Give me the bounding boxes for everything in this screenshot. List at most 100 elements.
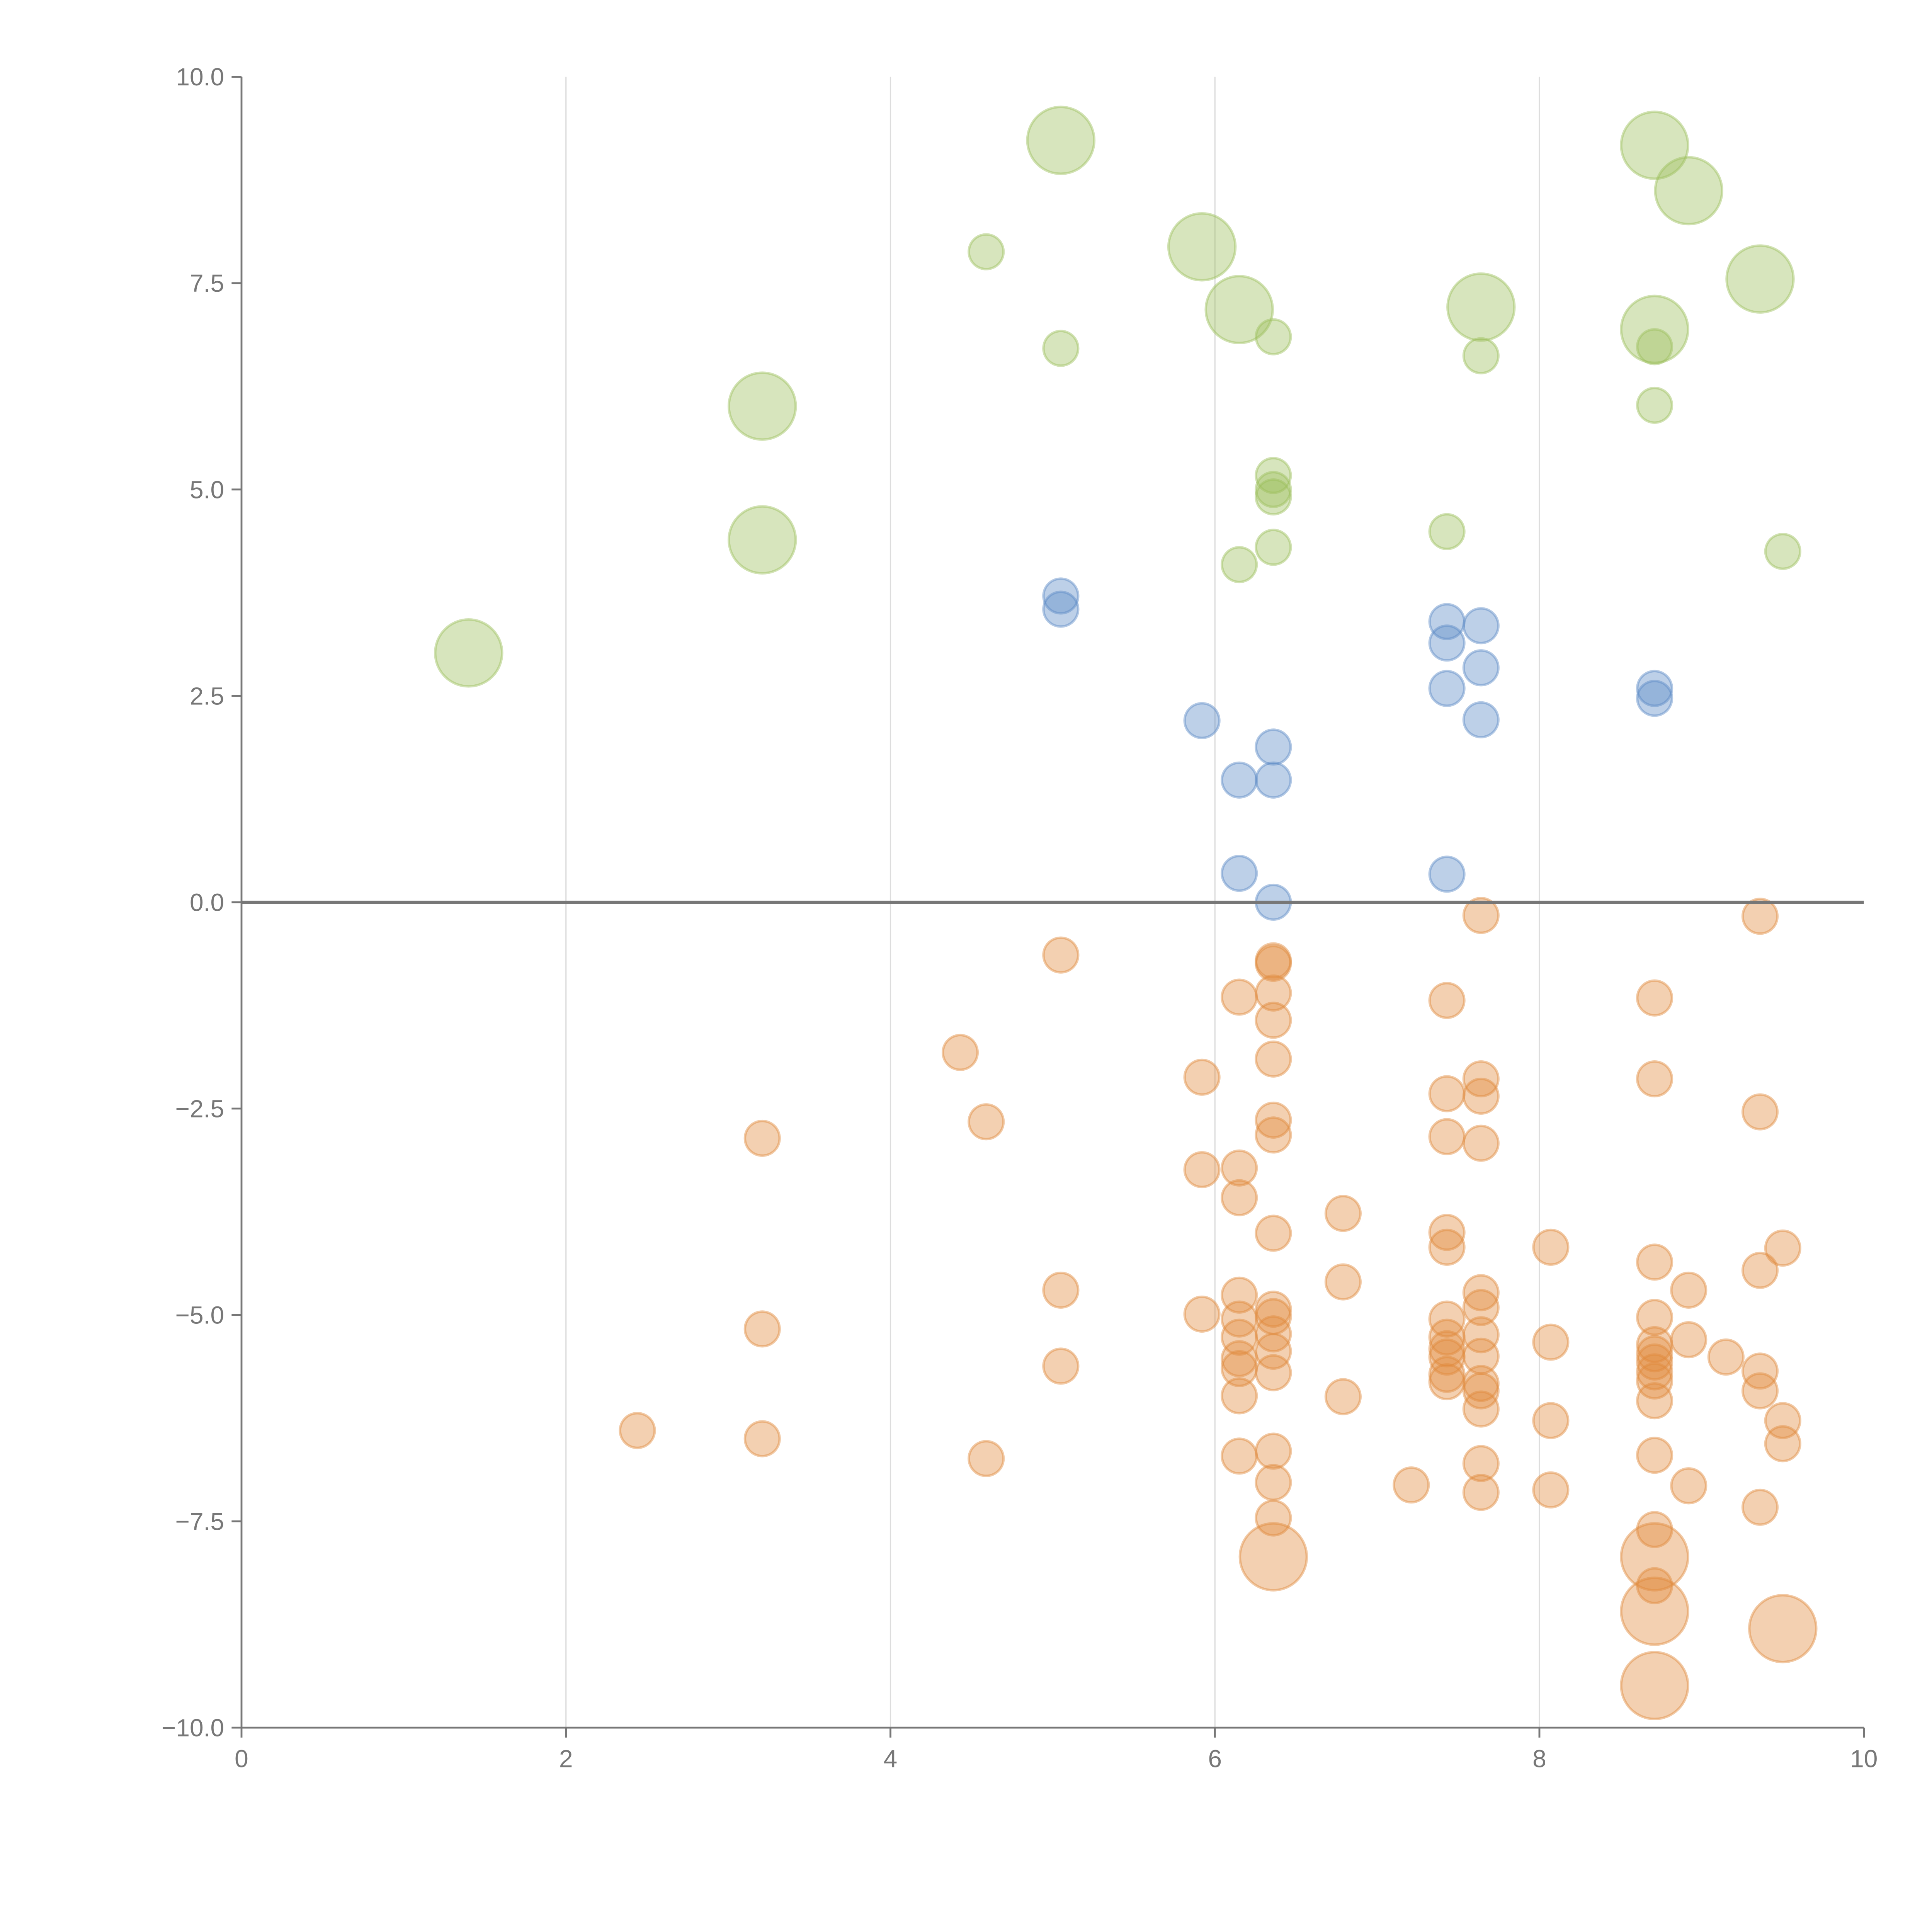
- data-point-orange: [1428, 1355, 1466, 1393]
- data-point-orange: [743, 1119, 781, 1157]
- data-point-orange: [1532, 1228, 1570, 1266]
- y-ticks: 10.0 7.5 5.0 2.5 0.0 −2.5 −5.0 −7.5 −10.0: [162, 63, 242, 1742]
- data-point-orange: [1620, 1522, 1689, 1592]
- data-point-orange: [1462, 1077, 1500, 1115]
- data-points: [434, 105, 1818, 1720]
- data-point-green: [434, 618, 503, 688]
- data-point-orange: [1462, 897, 1500, 934]
- y-tick-label: 0.0: [190, 888, 224, 916]
- data-point-blue: [1428, 670, 1466, 707]
- data-point-orange: [1324, 1263, 1362, 1301]
- data-point-orange: [1636, 1243, 1673, 1281]
- x-tick-label: 2: [559, 1745, 573, 1773]
- data-point-green: [728, 371, 797, 441]
- data-point-green: [1255, 478, 1292, 516]
- data-point-orange: [1636, 1362, 1673, 1400]
- data-point-orange: [1221, 1377, 1258, 1415]
- data-point-orange: [1462, 1372, 1500, 1410]
- data-point-orange: [1462, 1390, 1500, 1428]
- data-point-green: [1654, 156, 1724, 226]
- data-point-orange: [1532, 1323, 1570, 1361]
- data-point-orange: [1428, 1330, 1466, 1367]
- data-point-orange: [1462, 1316, 1500, 1354]
- y-tick-label: −5.0: [175, 1301, 224, 1329]
- x-tick-label: 8: [1532, 1745, 1546, 1773]
- data-point-orange: [1428, 1118, 1466, 1155]
- data-point-orange: [1462, 1060, 1500, 1098]
- data-point-orange: [1764, 1402, 1801, 1439]
- data-point-green: [1255, 457, 1292, 494]
- data-point-green: [728, 505, 797, 575]
- data-point-green: [968, 233, 1005, 270]
- data-point-orange: [1255, 1432, 1292, 1470]
- data-point-orange: [1532, 1471, 1570, 1509]
- data-point-orange: [1255, 974, 1292, 1012]
- data-point-orange: [1221, 978, 1258, 1016]
- data-point-green: [1221, 546, 1258, 583]
- data-point-orange: [1255, 1354, 1292, 1391]
- data-point-orange: [1255, 944, 1292, 982]
- data-point-orange: [1462, 1365, 1500, 1402]
- data-point-orange: [1238, 1522, 1308, 1592]
- y-tick-label: 2.5: [190, 682, 224, 710]
- y-tick-label: −7.5: [175, 1508, 224, 1536]
- y-tick-label: 10.0: [176, 63, 224, 91]
- data-point-orange: [1428, 1363, 1466, 1401]
- data-point-orange: [1183, 1151, 1221, 1189]
- data-point-orange: [1741, 1352, 1779, 1390]
- data-point-blue: [1042, 577, 1080, 615]
- data-point-orange: [1764, 1229, 1801, 1267]
- data-point-orange: [1741, 898, 1779, 935]
- data-point-blue: [1255, 728, 1292, 766]
- data-point-orange: [1183, 1295, 1221, 1333]
- data-point-orange: [1183, 1058, 1221, 1096]
- data-point-orange: [1707, 1338, 1745, 1376]
- data-point-orange: [1670, 1321, 1708, 1359]
- data-point-orange: [1636, 1299, 1673, 1336]
- data-point-orange: [1636, 1353, 1673, 1391]
- data-point-orange: [1255, 1002, 1292, 1039]
- data-point-orange: [1255, 1499, 1292, 1537]
- data-point-orange: [1221, 1437, 1258, 1475]
- data-point-blue: [1428, 624, 1466, 662]
- data-point-orange: [1741, 1372, 1779, 1410]
- data-point-orange: [1255, 1291, 1292, 1328]
- data-point-green: [1255, 529, 1292, 566]
- data-point-orange: [1324, 1195, 1362, 1232]
- data-point-orange: [1462, 1445, 1500, 1482]
- data-point-orange: [1636, 1382, 1673, 1420]
- data-point-orange: [1428, 1300, 1466, 1338]
- data-point-orange: [1255, 1040, 1292, 1078]
- data-point-orange: [1221, 1149, 1258, 1187]
- data-point-blue: [1462, 607, 1500, 645]
- data-point-green: [1636, 328, 1673, 366]
- data-point-orange: [1255, 942, 1292, 980]
- data-point-orange: [1221, 1340, 1258, 1378]
- data-point-blue: [1462, 701, 1500, 738]
- data-point-orange: [619, 1412, 656, 1449]
- data-point-orange: [1670, 1467, 1708, 1505]
- data-point-orange: [1532, 1402, 1570, 1439]
- data-point-orange: [1670, 1271, 1708, 1309]
- data-point-orange: [1636, 1511, 1673, 1548]
- data-point-orange: [1428, 1214, 1466, 1251]
- data-point-orange: [743, 1420, 781, 1458]
- data-point-orange: [1741, 1488, 1779, 1526]
- data-point-blue: [1042, 590, 1080, 628]
- data-point-orange: [1428, 1338, 1466, 1376]
- data-point-green: [1428, 513, 1466, 550]
- data-point-orange: [1221, 1276, 1258, 1314]
- data-point-orange: [1255, 1101, 1292, 1139]
- data-point-green: [1042, 330, 1080, 367]
- data-point-orange: [1636, 1335, 1673, 1372]
- data-point-orange: [1221, 1300, 1258, 1338]
- data-point-orange: [968, 1440, 1005, 1477]
- data-point-orange: [1221, 1179, 1258, 1216]
- data-point-blue: [1221, 855, 1258, 892]
- data-point-green: [1620, 111, 1689, 180]
- data-point-orange: [1324, 1378, 1362, 1415]
- data-point-orange: [1042, 1271, 1080, 1309]
- data-point-orange: [1741, 1252, 1779, 1289]
- data-point-green: [1764, 532, 1801, 570]
